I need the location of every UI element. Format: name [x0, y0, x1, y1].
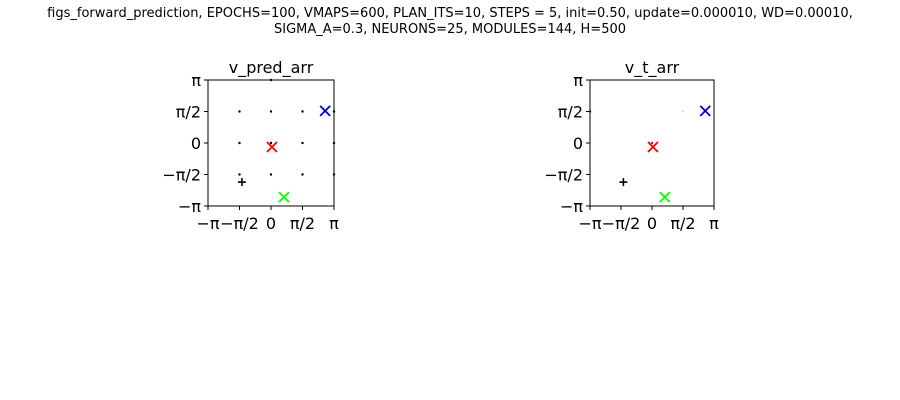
x-tick-label: −π/2 — [220, 214, 259, 233]
data-point-dot — [269, 173, 273, 176]
data-point-dot — [238, 141, 241, 145]
data-point-dot — [301, 110, 304, 113]
data-point-dot — [332, 110, 336, 113]
data-point-dot — [681, 110, 685, 113]
data-point-dot — [269, 78, 273, 82]
y-tick-label: π — [191, 71, 201, 90]
y-tick-label: −π/2 — [544, 166, 583, 185]
suptitle-line-2: SIGMA_A=0.3, NEURONS=25, MODULES=144, H=… — [273, 22, 627, 37]
x-tick-label: −π/2 — [602, 214, 641, 233]
data-point-dot — [238, 173, 241, 176]
x-stroke — [647, 141, 659, 153]
data-point-x — [319, 105, 331, 117]
data-point-dot — [238, 110, 241, 113]
data-point-plus — [619, 178, 628, 187]
data-point-x — [699, 105, 711, 117]
x-stroke — [278, 191, 290, 203]
x-stroke — [319, 105, 331, 117]
x-tick-label: 0 — [266, 214, 276, 233]
y-tick-label: −π/2 — [162, 166, 201, 185]
data-point-dot — [301, 141, 304, 145]
chart-title: v_pred_arr — [229, 58, 314, 78]
data-point-x — [266, 141, 278, 153]
x-stroke — [659, 191, 671, 203]
data-point-x — [647, 141, 659, 153]
data-point-dot — [588, 110, 592, 113]
data-point-dot — [301, 173, 304, 176]
data-point-x — [659, 191, 671, 203]
x-tick-label: −π — [578, 214, 601, 233]
data-point-dot — [650, 141, 654, 145]
x-tick-label: π/2 — [670, 214, 695, 233]
x-tick-label: 0 — [647, 214, 657, 233]
x-tick-label: π — [709, 214, 719, 233]
x-tick-label: −π — [196, 214, 219, 233]
data-point-plus — [237, 178, 246, 187]
data-point-dot — [269, 110, 273, 113]
chart-title: v_t_arr — [625, 58, 680, 78]
y-tick-label: π — [573, 71, 583, 90]
y-tick-label: −π — [178, 197, 201, 216]
x-stroke — [266, 141, 278, 153]
figure-suptitle: figs_forward_prediction, EPOCHS=100, VMA… — [0, 6, 900, 38]
y-tick-label: 0 — [573, 134, 583, 153]
x-stroke — [699, 105, 711, 117]
x-tick-label: π/2 — [290, 214, 315, 233]
suptitle-line-1: figs_forward_prediction, EPOCHS=100, VMA… — [47, 6, 853, 21]
data-point-dot — [332, 173, 336, 176]
y-tick-label: 0 — [191, 134, 201, 153]
subplot-2: v_t_arr−π −π/2 0 π/2 π−π−π/20π/2π — [544, 58, 719, 233]
y-tick-label: π/2 — [176, 103, 201, 122]
x-tick-label: π — [329, 214, 339, 233]
y-tick-label: −π — [560, 197, 583, 216]
subplot-1: v_pred_arr−π −π/2 0 π/2 π−π−π/20π/2π — [162, 58, 339, 233]
data-point-dot — [332, 141, 336, 145]
data-point-x — [278, 191, 290, 203]
y-tick-label: π/2 — [558, 103, 583, 122]
data-point-dot — [269, 141, 273, 145]
